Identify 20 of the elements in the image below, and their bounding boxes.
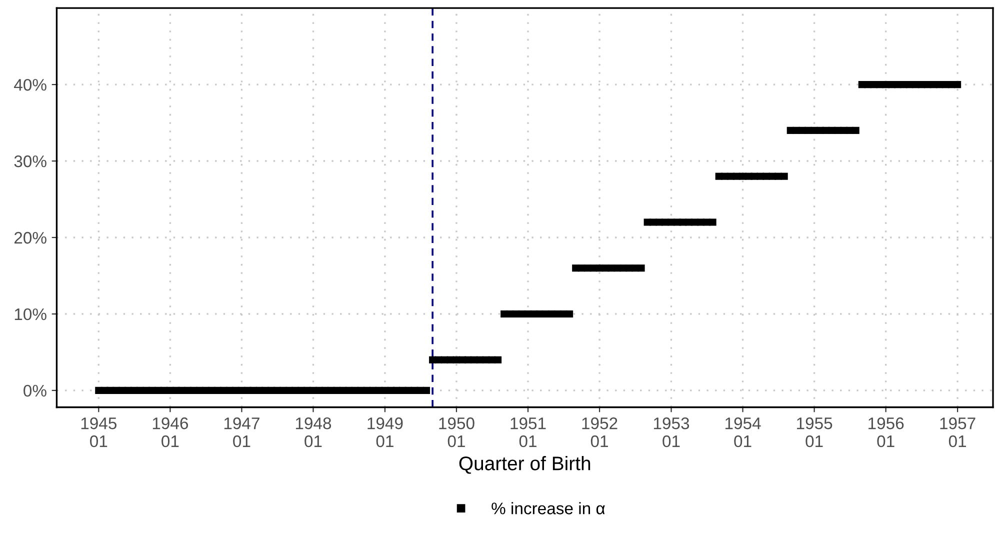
y-tick-label: 20% <box>14 232 46 244</box>
x-tick-label: 1948 01 <box>296 417 332 448</box>
legend-label: % increase in α <box>492 502 605 514</box>
y-tick-label: 0% <box>24 384 46 397</box>
x-tick-label: 1956 01 <box>868 417 904 448</box>
y-tick-label: 40% <box>14 78 46 91</box>
x-tick-label: 1954 01 <box>726 417 761 448</box>
x-tick-label: 1947 01 <box>224 417 260 448</box>
x-tick-label: 1951 01 <box>510 417 546 448</box>
x-tick-label: 1952 01 <box>582 417 618 448</box>
x-tick-label: 1946 01 <box>152 417 188 448</box>
x-tick-label: 1950 01 <box>439 417 474 448</box>
x-tick-label: 1945 01 <box>81 417 116 448</box>
x-tick-label: 1949 01 <box>368 417 403 448</box>
y-tick-label: 30% <box>14 155 46 168</box>
y-tick-label: 10% <box>14 308 46 320</box>
x-tick-label: 1953 01 <box>654 417 690 448</box>
x-tick-label: 1955 01 <box>797 417 832 448</box>
x-tick-label: 1957 01 <box>940 417 976 448</box>
x-axis-title: Quarter of Birth <box>459 456 590 474</box>
